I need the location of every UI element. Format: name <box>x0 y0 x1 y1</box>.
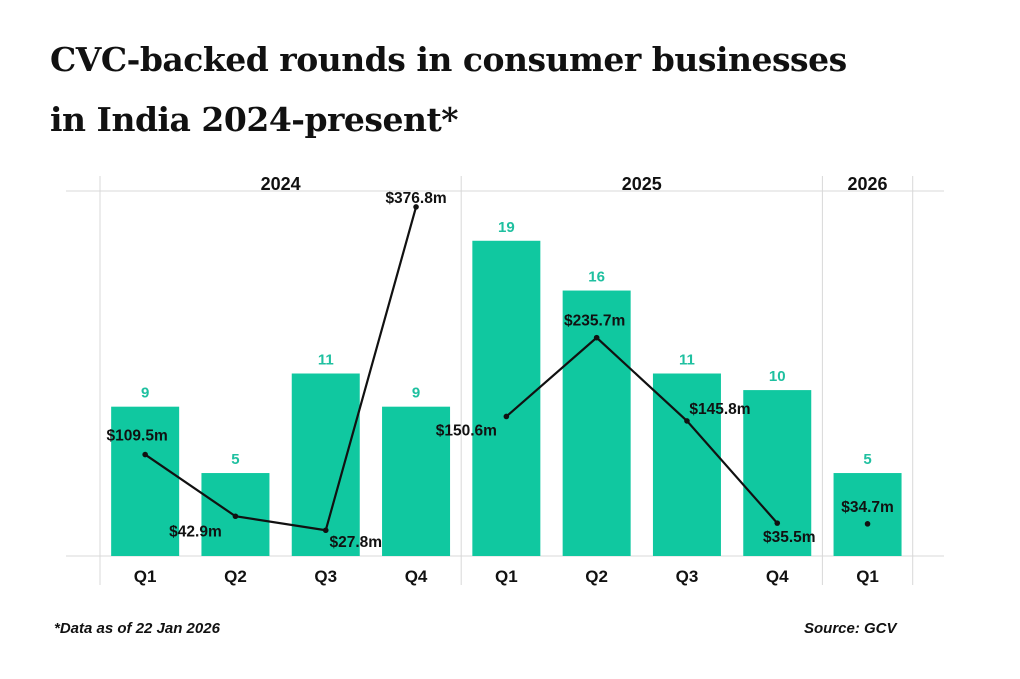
x-tick-label: Q3 <box>676 567 699 586</box>
funding-value-label: $34.7m <box>841 499 894 516</box>
bar-value-label: 5 <box>863 451 871 468</box>
bar-2025-Q2 <box>562 290 631 556</box>
x-tick-label: Q3 <box>314 567 337 586</box>
bar-2025-Q1 <box>472 240 541 557</box>
x-tick-label: Q2 <box>224 567 247 586</box>
funding-value-label: $145.8m <box>689 401 750 418</box>
bar-2025-Q4 <box>743 390 812 556</box>
source-note: Source: GCV <box>804 620 897 637</box>
funding-point-marker <box>413 204 419 210</box>
chart-title-line-2: in India 2024-present* <box>50 100 459 139</box>
bars-layer <box>111 240 902 557</box>
bar-2025-Q3 <box>652 373 721 556</box>
x-tick-label: Q2 <box>585 567 608 586</box>
bar-value-label: 9 <box>141 385 149 402</box>
funding-value-label: $109.5m <box>107 428 168 445</box>
funding-point-marker <box>593 334 600 341</box>
bar-value-label: 16 <box>588 269 605 286</box>
bar-2024-Q1 <box>111 406 180 556</box>
funding-line-segment <box>144 206 418 532</box>
year-label-2026: 2026 <box>848 174 888 194</box>
funding-point-marker <box>503 413 510 420</box>
bar-value-label: 11 <box>679 352 695 369</box>
funding-point-marker <box>684 418 690 424</box>
funding-value-label: $42.9m <box>169 523 222 540</box>
labels-layer: 2024 Q1 Q2 Q3 Q4 2025 Q1 Q2 Q3 Q4 2026 Q1 9 5 11 9 19 16 1… <box>107 174 894 586</box>
bar-value-label: 11 <box>318 352 334 369</box>
funding-point-marker <box>322 527 329 534</box>
x-tick-label: Q4 <box>766 567 789 586</box>
funding-value-label: $150.6m <box>436 422 497 439</box>
funding-point-marker <box>142 451 148 458</box>
year-label-2025: 2025 <box>622 174 662 194</box>
bar-value-label: 5 <box>231 451 239 468</box>
bar-value-label: 9 <box>412 385 420 402</box>
bar-value-label: 19 <box>498 219 515 236</box>
bar-2024-Q4 <box>382 406 451 556</box>
bar-2024-Q3 <box>291 373 360 556</box>
funding-value-label: $35.5m <box>763 529 816 546</box>
chart-title-line-1: CVC-backed rounds in consumer businesses <box>50 40 847 79</box>
funding-value-label: $27.8m <box>329 534 382 551</box>
x-tick-label: Q1 <box>495 567 518 586</box>
year-label-2024: 2024 <box>261 174 301 194</box>
funding-value-label: $235.7m <box>564 313 625 330</box>
x-tick-label: Q4 <box>405 567 428 586</box>
funding-point-marker <box>774 520 781 526</box>
bar-value-label: 10 <box>769 368 786 385</box>
funding-point-marker <box>232 513 239 520</box>
funding-value-label: $376.8m <box>385 190 446 207</box>
line-layer <box>142 204 871 534</box>
footnote: *Data as of 22 Jan 2026 <box>54 620 220 637</box>
funding-line-segment <box>505 336 779 524</box>
chart-title: CVC-backed rounds in consumer businesses… <box>50 30 990 150</box>
x-tick-label: Q1 <box>856 567 879 586</box>
x-tick-label: Q1 <box>134 567 157 586</box>
bar-2026-Q1 <box>833 473 902 556</box>
funding-point-marker <box>864 521 871 527</box>
